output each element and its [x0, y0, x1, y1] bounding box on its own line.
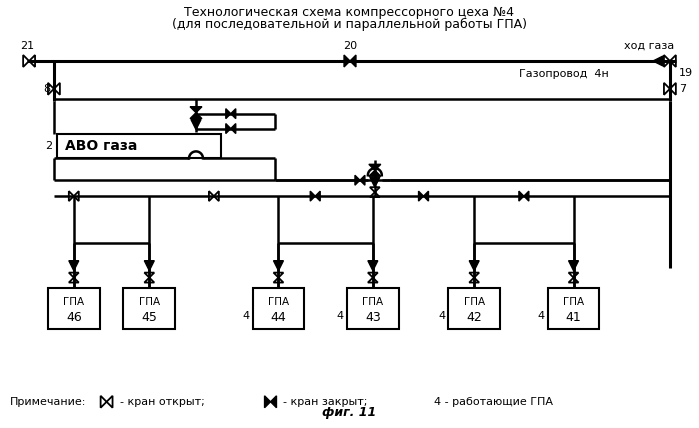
Bar: [48, 288, 100, 329]
Polygon shape: [344, 55, 350, 67]
Polygon shape: [519, 191, 524, 201]
Polygon shape: [226, 124, 231, 134]
Polygon shape: [231, 124, 236, 134]
Bar: [448, 288, 500, 329]
Text: (для последовательной и параллельной работы ГПА): (для последовательной и параллельной раб…: [171, 18, 526, 31]
Text: 42: 42: [466, 311, 482, 324]
Bar: [124, 288, 175, 329]
Text: 45: 45: [141, 311, 157, 324]
Text: 7: 7: [679, 84, 686, 94]
Text: Технологическая схема компрессорного цеха №4: Технологическая схема компрессорного цех…: [184, 6, 514, 19]
Bar: [57, 134, 221, 158]
Polygon shape: [226, 109, 231, 119]
Polygon shape: [419, 191, 424, 201]
Text: ГПА: ГПА: [362, 297, 384, 307]
Polygon shape: [368, 261, 378, 270]
Polygon shape: [271, 396, 277, 408]
Text: 4 - работающие ГПА: 4 - работающие ГПА: [435, 397, 554, 407]
Text: 43: 43: [365, 311, 381, 324]
Polygon shape: [369, 170, 381, 176]
Bar: [252, 288, 304, 329]
Polygon shape: [231, 109, 236, 119]
Polygon shape: [524, 191, 529, 201]
Polygon shape: [190, 113, 202, 119]
Text: 20: 20: [343, 41, 357, 51]
Bar: [347, 288, 398, 329]
Polygon shape: [315, 191, 320, 201]
Polygon shape: [69, 261, 79, 270]
Text: ГПА: ГПА: [63, 297, 85, 307]
Text: 8: 8: [43, 84, 50, 94]
Polygon shape: [144, 261, 154, 270]
Polygon shape: [653, 56, 663, 66]
Polygon shape: [469, 261, 479, 270]
Polygon shape: [355, 175, 360, 185]
Text: 46: 46: [66, 311, 82, 324]
Text: ГПА: ГПА: [463, 297, 484, 307]
Text: ГПА: ГПА: [138, 297, 160, 307]
Text: 4: 4: [538, 311, 545, 321]
Polygon shape: [370, 177, 380, 187]
Text: 44: 44: [271, 311, 287, 324]
Polygon shape: [190, 107, 202, 113]
Text: 41: 41: [565, 311, 582, 324]
Polygon shape: [191, 119, 201, 130]
Text: - кран открыт;: - кран открыт;: [120, 397, 204, 407]
Text: ГПА: ГПА: [268, 297, 289, 307]
Polygon shape: [360, 175, 365, 185]
Text: ГПА: ГПА: [563, 297, 584, 307]
Text: 21: 21: [20, 41, 34, 51]
Text: 2: 2: [45, 141, 52, 151]
Text: 4: 4: [243, 311, 250, 321]
Polygon shape: [273, 261, 283, 270]
Text: 4: 4: [438, 311, 445, 321]
Polygon shape: [369, 164, 381, 170]
Text: - кран закрыт;: - кран закрыт;: [283, 397, 368, 407]
Bar: [548, 288, 599, 329]
Text: ход газа: ход газа: [624, 41, 674, 51]
Polygon shape: [310, 191, 315, 201]
Text: 4: 4: [337, 311, 344, 321]
Polygon shape: [350, 55, 356, 67]
Polygon shape: [424, 191, 428, 201]
Polygon shape: [568, 261, 579, 270]
Text: Газопровод  4н: Газопровод 4н: [519, 69, 608, 79]
Text: фиг. 11: фиг. 11: [322, 406, 376, 419]
Text: 19: 19: [679, 68, 693, 78]
Text: АВО газа: АВО газа: [65, 139, 137, 153]
Polygon shape: [264, 396, 271, 408]
Text: Примечание:: Примечание:: [10, 397, 87, 407]
